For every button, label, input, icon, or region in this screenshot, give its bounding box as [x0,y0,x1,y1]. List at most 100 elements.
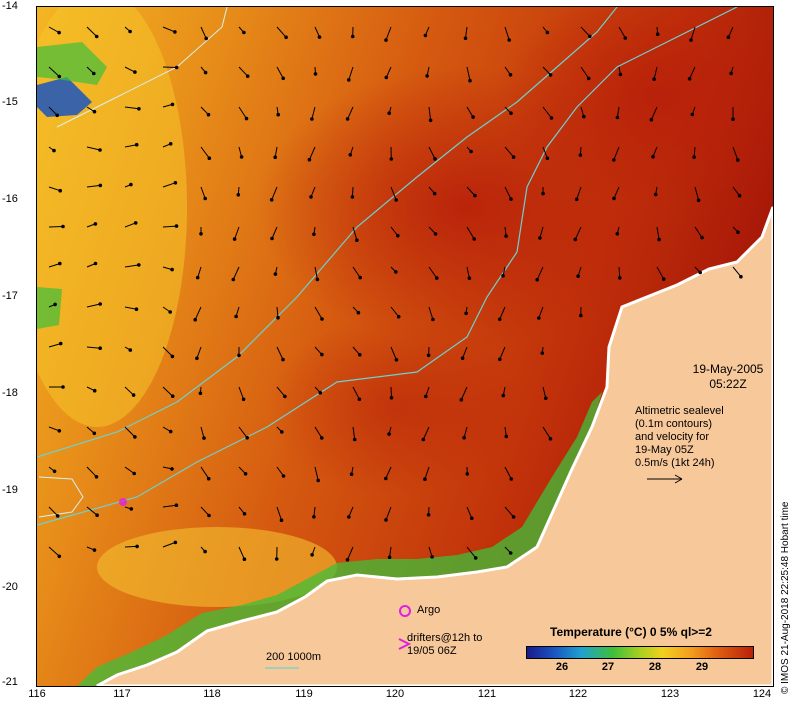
velocity-arrow-head [736,158,740,162]
velocity-arrow-head [657,237,661,242]
colorbar-tick-28: 28 [648,661,662,673]
velocity-arrow-head [98,346,103,351]
lat-tick-15: -15 [2,96,18,108]
velocity-arrow [580,66,590,79]
velocity-arrow [238,546,245,560]
velocity-arrow-head [507,38,512,42]
velocity-arrow-head [612,196,616,201]
velocity-arrow-head [52,469,57,474]
velocity-arrow [124,222,136,228]
velocity-arrow [465,26,468,39]
bathymetry-label: 200 1000m [266,651,322,663]
velocity-arrow-head [349,472,354,477]
velocity-arrow-head [541,191,545,196]
velocity-arrow [694,186,700,201]
velocity-arrow-head [347,78,351,82]
velocity-arrow [200,146,210,159]
velocity-arrow-head [174,65,179,70]
velocity-arrow-head [433,157,437,161]
velocity-arrow [162,66,177,68]
velocity-arrow-head [61,224,65,229]
velocity-arrow-head [242,512,247,516]
velocity-arrow-head [131,393,136,397]
velocity-arrow-head [649,117,654,122]
sealevel-contour [37,7,618,458]
velocity-arrow-head [548,437,553,441]
velocity-arrow-head [92,548,97,552]
velocity-arrow [390,306,400,318]
velocity-arrow-head [281,357,285,362]
velocity-arrow [348,66,354,81]
velocity-arrow-head [661,277,666,281]
velocity-arrow-head [280,430,284,434]
lat-tick-16: -16 [2,193,18,205]
velocity-arrow [613,146,620,161]
velocity-arrow-head [318,390,323,395]
drifters-line2: 19/05 06Z [407,645,457,657]
velocity-arrow [385,506,392,521]
lon-tick-124: 124 [752,688,772,700]
velocity-arrow-head [93,261,98,266]
velocity-arrow-head [284,35,288,40]
velocity-arrow [276,506,282,521]
velocity-arrow [499,346,506,360]
velocity-arrow-head [504,434,509,439]
velocity-arrow-head [95,513,99,518]
velocity-arrow-head [98,302,103,306]
velocity-arrow-head [204,36,208,41]
velocity-arrow-head [170,394,175,399]
velocity-arrow-head [428,118,433,123]
velocity-arrow [124,106,139,110]
velocity-arrow [504,26,510,41]
velocity-arrow-head [242,30,246,35]
argo-float-marker [119,498,127,506]
velocity-arrow-head [273,272,278,276]
velocity-arrow-head [426,353,431,358]
velocity-arrow-head [61,385,65,389]
velocity-arrow-head [501,274,505,278]
velocity-arrow [618,26,626,39]
velocity-arrow [48,263,60,268]
velocity-arrow [352,386,360,400]
velocity-arrow [499,306,506,320]
velocity-arrow-head [464,311,468,316]
velocity-arrow-head [586,76,591,81]
velocity-arrow [238,386,245,400]
velocity-arrow [276,26,287,38]
velocity-arrow-head [538,236,542,240]
velocity-arrow [538,306,544,319]
velocity-arrow-head [700,235,704,240]
velocity-arrow-head [345,117,350,121]
legend-title: Temperature (°C) 0 5% ql>=2 [550,625,712,639]
annotation-line: 0.5m/s (1kt 24h) [635,457,715,469]
velocity-arrow-head [312,515,316,519]
velocity-arrow [232,266,240,280]
velocity-arrow-head [463,36,468,41]
velocity-arrow-head [310,117,314,121]
velocity-arrow-head [579,313,583,318]
velocity-arrow [48,106,58,116]
velocity-arrow [732,146,739,161]
velocity-arrow-head [57,554,62,559]
velocity-arrow-head [276,315,280,320]
velocity-arrow [271,226,278,239]
sst-map[interactable]: 19-May-2005 05:22Z Altimetric sealevel (… [36,6,774,687]
velocity-arrow [48,66,60,77]
velocity-arrow-head [347,515,351,519]
velocity-arrow [194,306,202,320]
velocity-arrow-head [511,155,516,159]
velocity-arrow-head [317,35,322,39]
velocity-arrow-head [423,477,427,482]
velocity-arrow [428,266,438,279]
velocity-arrow-head [198,391,203,396]
velocity-arrow-head [588,34,592,39]
velocity-arrow-head [651,154,655,159]
velocity-arrow-head [623,36,628,40]
velocity-arrow-head [435,276,439,280]
velocity-arrow-head [384,75,389,80]
lon-tick-123: 123 [660,688,680,700]
velocity-arrow-head [269,198,274,202]
velocity-arrow-head [615,232,620,236]
velocity-arrow-head [241,397,246,402]
annotation-line: Altimetric sealevel [635,405,724,417]
